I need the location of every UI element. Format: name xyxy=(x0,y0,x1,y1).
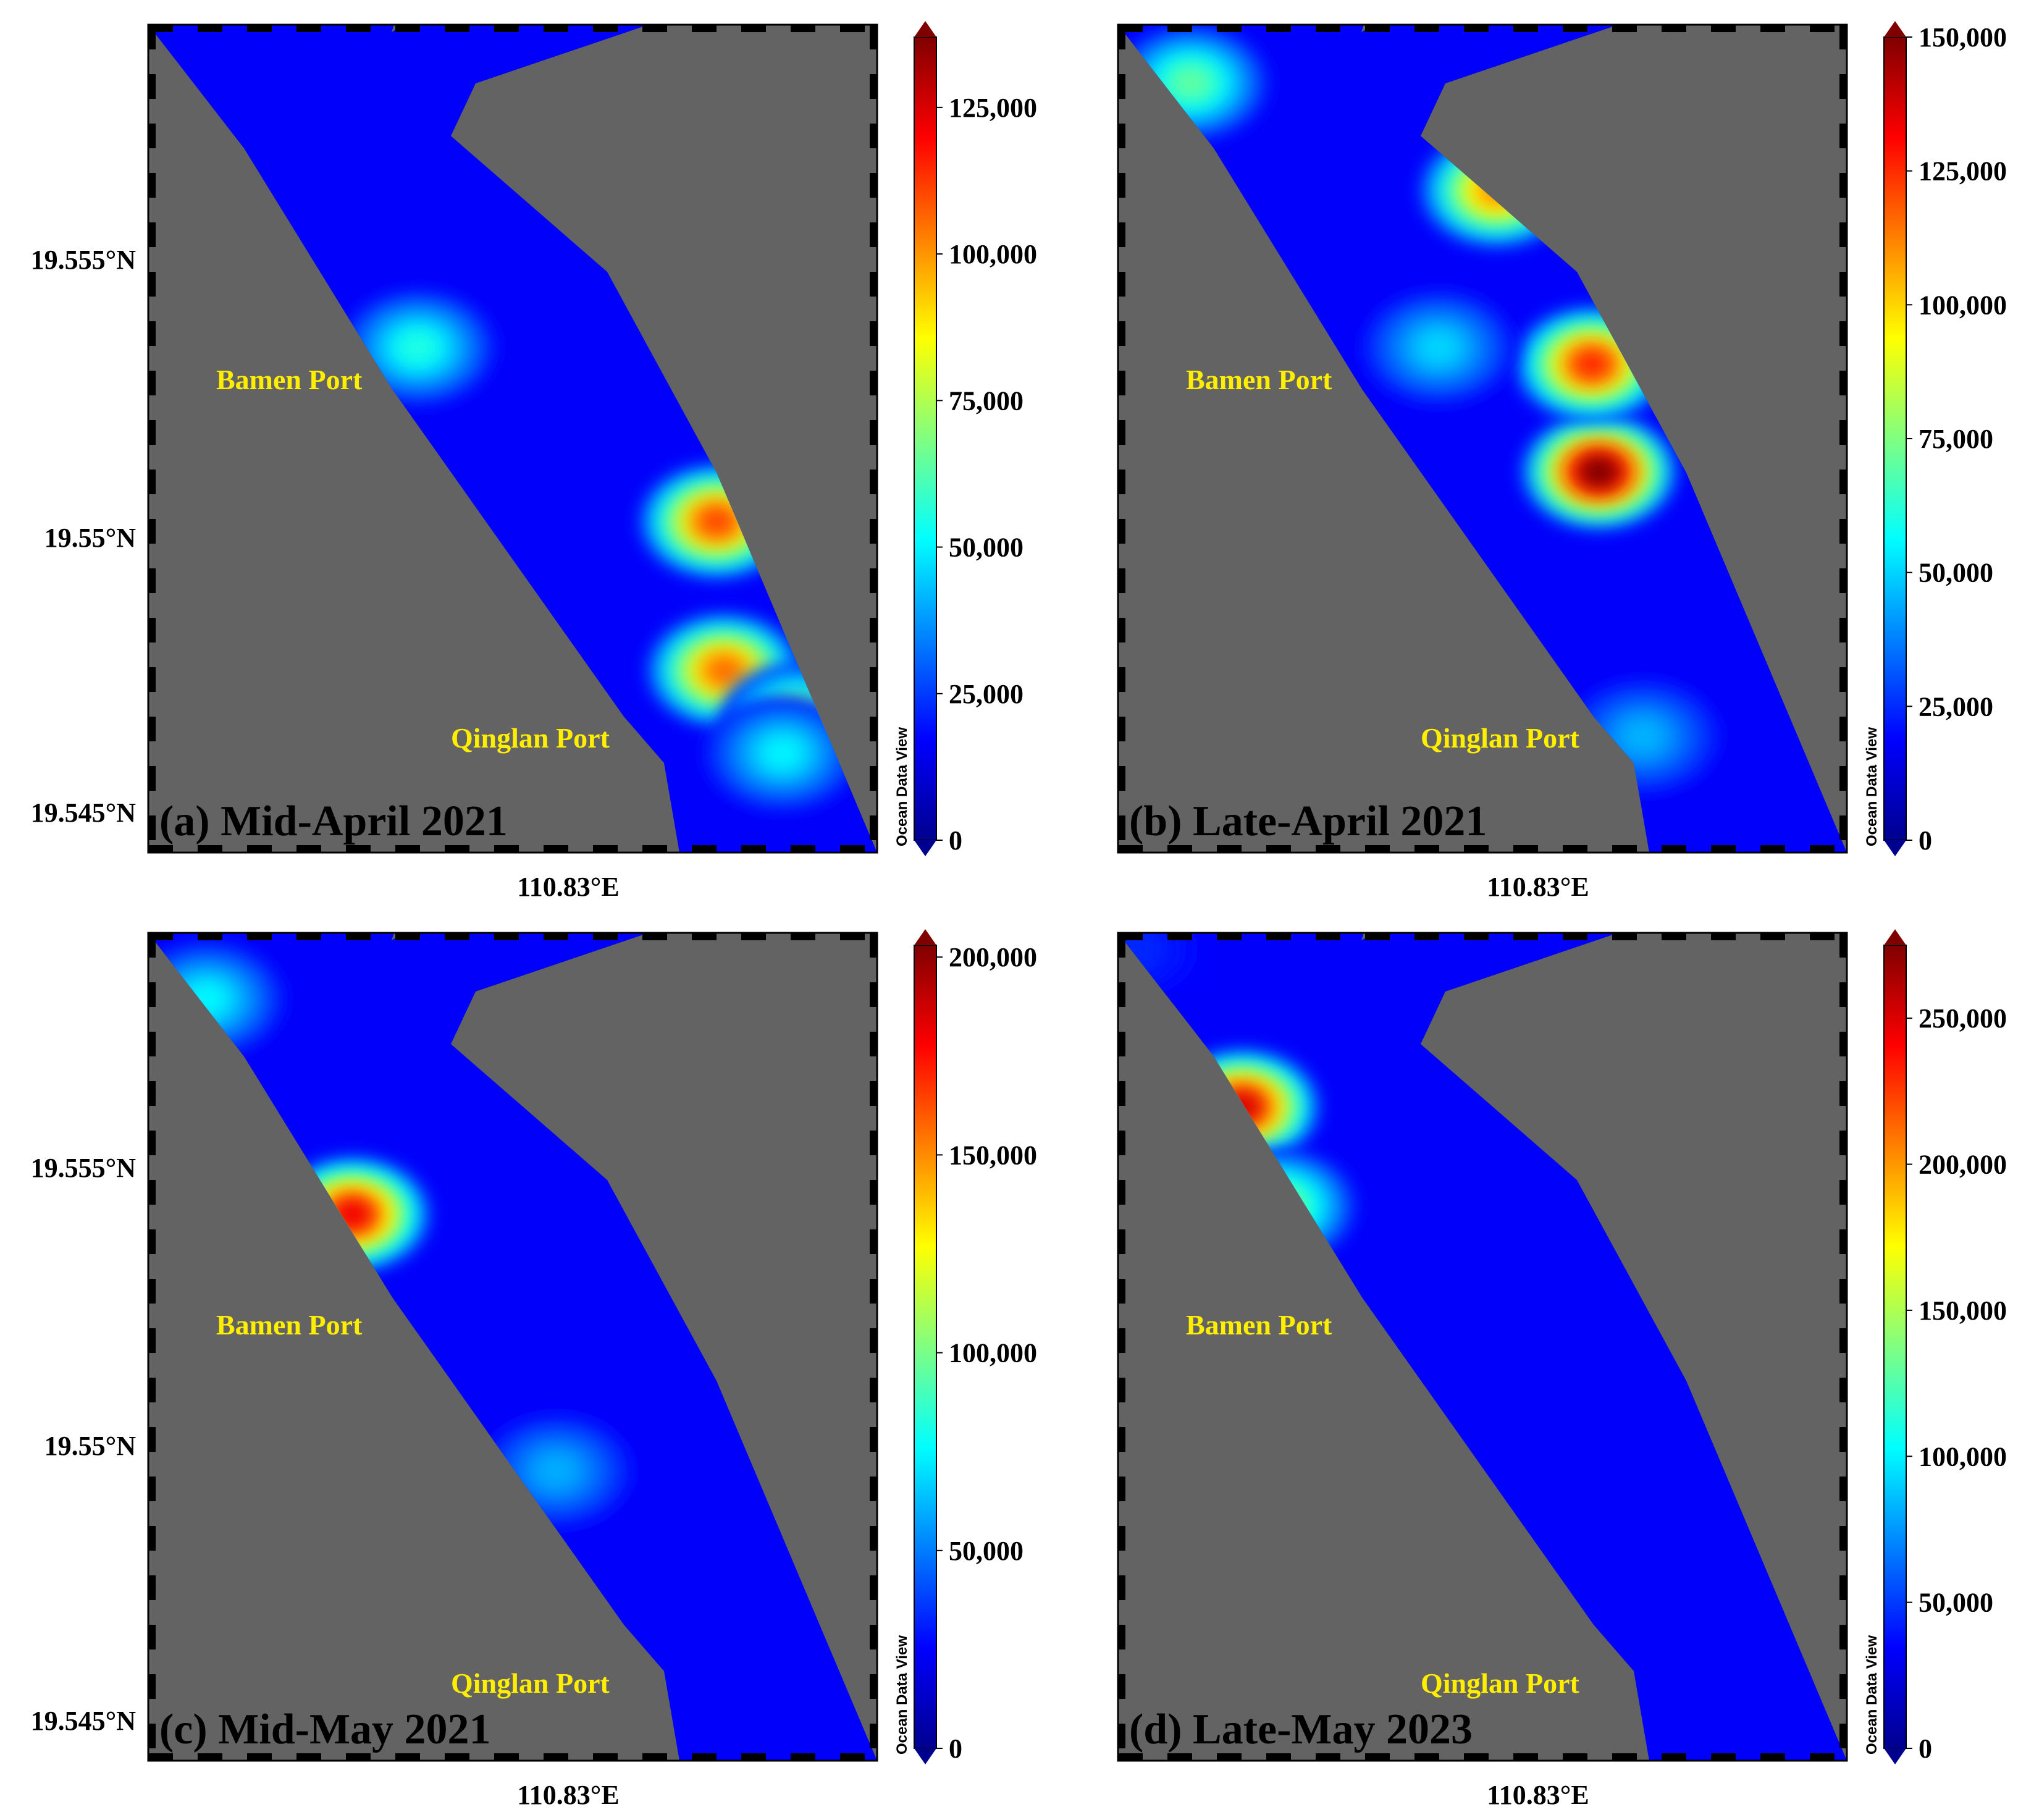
latitude-label: 19.555°N xyxy=(31,245,137,275)
colorbar-ramp xyxy=(1883,945,1907,1749)
port-label-qinglan: Qinglan Port xyxy=(451,722,610,754)
colorbar-tick-label: 125,000 xyxy=(1919,156,2007,187)
colorbar-tick-label: 100,000 xyxy=(1919,1441,2007,1472)
colorbar-ramp xyxy=(914,36,937,841)
panel-title: (c) Mid-May 2021 xyxy=(159,1706,491,1753)
hotspot xyxy=(704,654,744,686)
ocean-data-view-credit: Ocean Data View xyxy=(894,1635,910,1755)
hotspot xyxy=(536,1455,577,1487)
hotspot xyxy=(762,737,802,769)
hotspot xyxy=(1623,721,1663,752)
colorbar-tick-label: 100,000 xyxy=(949,1338,1037,1368)
colorbar-tick-label: 0 xyxy=(1919,825,1932,856)
longitude-label: 110.83°E xyxy=(1487,872,1589,902)
colorbar-min-arrow xyxy=(914,1748,936,1764)
colorbar-tick-label: 25,000 xyxy=(1919,691,1993,722)
colorbar-tick-label: 50,000 xyxy=(949,533,1024,563)
colorbar-min-arrow xyxy=(914,840,936,856)
colorbar-min-arrow xyxy=(1884,840,1906,856)
colorbar-tick-label: 100,000 xyxy=(1919,290,2007,320)
longitude-label: 110.83°E xyxy=(517,872,620,902)
colorbar-min-arrow xyxy=(1884,1748,1906,1764)
colorbar-tick-label: 200,000 xyxy=(1919,1150,2007,1180)
latitude-label: 19.55°N xyxy=(44,1431,137,1461)
colorbar-tick-label: 25,000 xyxy=(949,679,1024,709)
latitude-label: 19.545°N xyxy=(31,798,137,828)
colorbar-ramp xyxy=(914,945,937,1749)
port-label-qinglan: Qinglan Port xyxy=(1421,1667,1580,1699)
colorbar: 0 50,000 100,000 150,000 200,000 xyxy=(914,929,1037,1764)
colorbar-max-arrow xyxy=(914,929,936,945)
hotspot xyxy=(1571,348,1612,380)
colorbar-tick-label: 50,000 xyxy=(949,1536,1024,1566)
panel-title: (b) Late-April 2021 xyxy=(1129,798,1487,845)
longitude-label: 110.83°E xyxy=(517,1780,620,1810)
colorbar-tick-label: 0 xyxy=(1919,1734,1932,1764)
map-panel: 19.555°N 19.55°N 19.545°N 110.83°E Bamen Por… xyxy=(31,21,1037,902)
panel-title: (a) Mid-April 2021 xyxy=(159,798,508,845)
colorbar-tick-label: 200,000 xyxy=(949,942,1037,972)
ocean-data-view-credit: Ocean Data View xyxy=(1864,1635,1880,1755)
map-panel: 19.555°N 19.55°N 19.545°N 110.83°E Bamen Por… xyxy=(31,929,1037,1810)
map-panel: 110.83°E Bamen Port Qinglan Port (d) Late-M… xyxy=(1117,929,2007,1810)
latitude-label: 19.555°N xyxy=(31,1153,137,1183)
colorbar: 0 25,000 50,000 75,000 100,000 125,000 150,000 xyxy=(1883,21,2007,856)
colorbar-tick-label: 250,000 xyxy=(1919,1003,2007,1034)
colorbar-ramp xyxy=(1883,36,1907,841)
latitude-label: 19.55°N xyxy=(44,523,137,553)
longitude-label: 110.83°E xyxy=(1487,1780,1589,1810)
panel-title: (d) Late-May 2023 xyxy=(1129,1706,1473,1753)
port-label-qinglan: Qinglan Port xyxy=(451,1667,610,1699)
port-label-bamen: Bamen Port xyxy=(1186,1309,1332,1341)
colorbar: 0 25,000 50,000 75,000 100,000 125,000 xyxy=(914,21,1037,856)
map-panel: 110.83°E Bamen Port Qinglan Port (b) Late-A… xyxy=(1117,21,2007,902)
colorbar-max-arrow xyxy=(914,21,936,37)
latitude-label: 19.545°N xyxy=(31,1706,137,1736)
port-label-bamen: Bamen Port xyxy=(216,1309,363,1341)
colorbar-max-arrow xyxy=(1884,21,1906,37)
hotspot xyxy=(398,332,438,363)
hotspot xyxy=(697,505,737,537)
colorbar-tick-label: 150,000 xyxy=(1919,1295,2007,1326)
hotspot xyxy=(1579,456,1620,487)
colorbar-tick-label: 0 xyxy=(949,1734,962,1764)
colorbar-tick-label: 150,000 xyxy=(1919,22,2007,53)
colorbar-tick-label: 75,000 xyxy=(1919,424,1993,454)
port-label-qinglan: Qinglan Port xyxy=(1421,722,1580,754)
colorbar-tick-label: 50,000 xyxy=(1919,558,1993,588)
colorbar-tick-label: 75,000 xyxy=(949,385,1024,416)
colorbar-tick-label: 125,000 xyxy=(949,93,1037,123)
hotspot xyxy=(1418,332,1459,363)
colorbar-max-arrow xyxy=(1884,929,1906,945)
colorbar-tick-label: 0 xyxy=(949,825,962,856)
ocean-data-view-credit: Ocean Data View xyxy=(894,727,910,846)
colorbar-tick-label: 150,000 xyxy=(949,1140,1037,1170)
colorbar-tick-label: 100,000 xyxy=(949,239,1037,269)
colorbar: 0 50,000 100,000 150,000 200,000 250,000 xyxy=(1883,929,2007,1764)
port-label-bamen: Bamen Port xyxy=(1186,364,1332,395)
colorbar-tick-label: 50,000 xyxy=(1919,1588,1993,1618)
hotspot xyxy=(1171,67,1211,99)
port-label-bamen: Bamen Port xyxy=(216,364,363,395)
ocean-data-view-credit: Ocean Data View xyxy=(1864,727,1880,846)
